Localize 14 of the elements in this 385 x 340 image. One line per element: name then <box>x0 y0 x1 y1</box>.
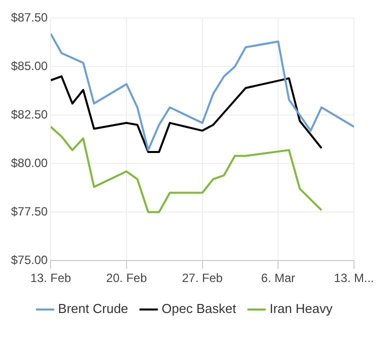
x-tick-label: 6. Mar <box>261 271 296 286</box>
x-tick-label: 13. M... <box>334 271 374 286</box>
legend-label: Opec Basket <box>162 301 236 316</box>
legend-label: Brent Crude <box>58 301 128 316</box>
legend-label: Iran Heavy <box>270 301 333 316</box>
y-tick-label: $85.00 <box>11 58 48 73</box>
y-tick-label: $87.50 <box>11 10 48 25</box>
y-tick-label: $80.00 <box>11 156 48 170</box>
y-tick-label: $77.50 <box>11 204 48 218</box>
y-tick-label: $75.00 <box>11 252 48 267</box>
y-tick-label: $82.50 <box>11 107 48 122</box>
x-tick-label: 13. Feb <box>30 271 72 286</box>
x-tick-label: 27. Feb <box>182 271 224 286</box>
x-tick-label: 20. Feb <box>106 271 148 286</box>
